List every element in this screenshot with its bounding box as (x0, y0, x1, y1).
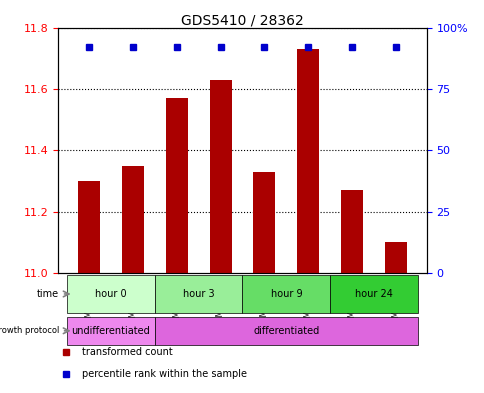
Bar (78, 181, 100, 273)
Text: growth protocol: growth protocol (0, 326, 59, 335)
Bar (209, 80, 231, 273)
Text: GSM1322682: GSM1322682 (259, 276, 269, 327)
Text: percentile rank within the sample: percentile rank within the sample (82, 369, 247, 378)
FancyBboxPatch shape (330, 275, 417, 313)
Text: GDS5410 / 28362: GDS5410 / 28362 (181, 14, 303, 28)
FancyBboxPatch shape (154, 275, 242, 313)
Bar (253, 172, 275, 273)
Bar (166, 98, 187, 273)
Bar (384, 242, 406, 273)
Text: undifferentiated: undifferentiated (71, 326, 150, 336)
Text: GSM1322679: GSM1322679 (128, 276, 137, 327)
Text: hour 9: hour 9 (270, 289, 302, 299)
Text: GSM1322681: GSM1322681 (215, 276, 225, 327)
FancyBboxPatch shape (67, 275, 154, 313)
FancyBboxPatch shape (67, 317, 154, 345)
Text: GSM1322680: GSM1322680 (172, 276, 181, 327)
Text: time: time (37, 289, 59, 299)
Text: GSM1322685: GSM1322685 (391, 276, 400, 327)
FancyBboxPatch shape (154, 317, 417, 345)
Text: GSM1322684: GSM1322684 (347, 276, 356, 327)
Bar (121, 165, 143, 273)
Bar (341, 190, 363, 273)
Text: transformed count: transformed count (82, 347, 173, 357)
Text: GSM1322683: GSM1322683 (303, 276, 312, 327)
Text: hour 24: hour 24 (354, 289, 392, 299)
Bar (297, 49, 318, 273)
Text: hour 0: hour 0 (95, 289, 126, 299)
Text: differentiated: differentiated (253, 326, 319, 336)
Text: GSM1322678: GSM1322678 (84, 276, 93, 327)
Text: hour 3: hour 3 (182, 289, 214, 299)
FancyBboxPatch shape (242, 275, 330, 313)
